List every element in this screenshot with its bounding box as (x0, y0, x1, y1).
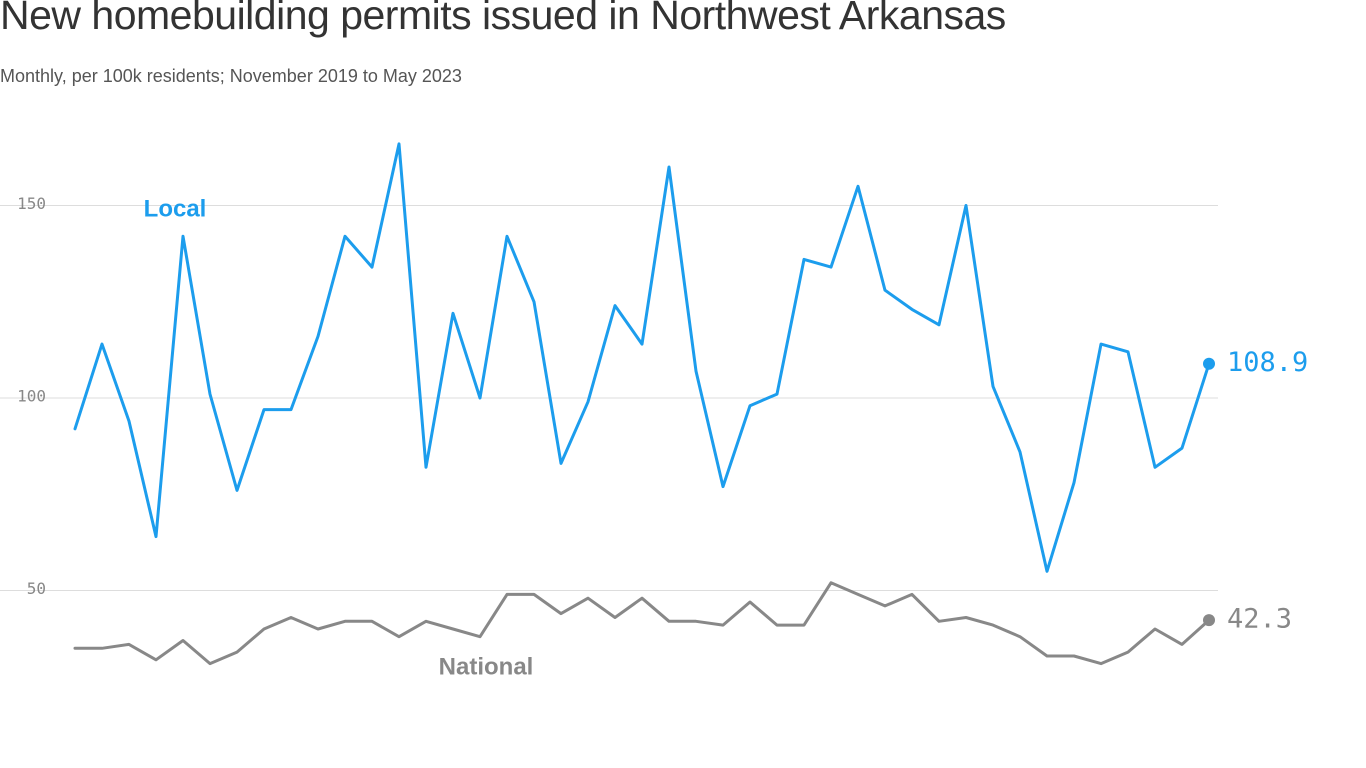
chart-labels: 50 100 150 108.9 Local 42.3 National (17, 194, 1308, 681)
gridlines (0, 205, 1218, 591)
y-tick-label: 150 (17, 194, 46, 213)
end-value-label-national: 42.3 (1227, 604, 1292, 635)
series-line-local (73, 142, 1211, 573)
chart-title: New homebuilding permits issued in North… (0, 0, 1006, 38)
series-label-local: Local (144, 195, 207, 222)
end-point-local (1203, 357, 1215, 370)
end-value-label-local: 108.9 (1227, 347, 1308, 378)
end-point-national (1203, 614, 1215, 627)
series-lines (73, 142, 1215, 666)
series-label-national: National (439, 654, 534, 681)
y-tick-label: 100 (17, 387, 46, 406)
series-line-national (73, 581, 1211, 666)
y-tick-label: 50 (27, 579, 46, 598)
chart-subtitle: Monthly, per 100k residents; November 20… (0, 66, 462, 86)
